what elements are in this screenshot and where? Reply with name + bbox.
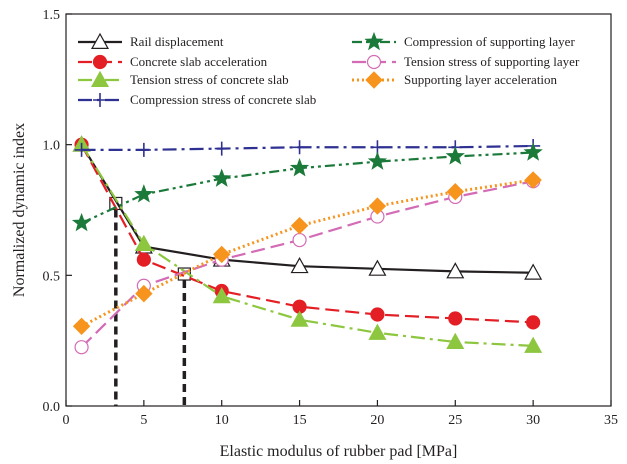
data-point bbox=[446, 262, 465, 279]
data-point bbox=[292, 140, 307, 155]
data-point bbox=[72, 317, 91, 336]
data-point bbox=[524, 336, 543, 353]
data-point bbox=[446, 182, 464, 201]
data-point bbox=[290, 216, 309, 235]
legend-label: Concrete slab acceleration bbox=[130, 54, 268, 69]
legend-marker bbox=[90, 70, 110, 88]
legend-label: Compression of supporting layer bbox=[404, 34, 575, 49]
legend-label: Compression stress of concrete slab bbox=[130, 92, 316, 107]
x-axis-label: Elastic modulus of rubber pad [MPa] bbox=[220, 443, 458, 460]
data-point bbox=[368, 323, 387, 340]
legend-item: Tension stress of concrete slab bbox=[78, 70, 289, 88]
data-point bbox=[134, 234, 153, 251]
data-point bbox=[523, 142, 543, 161]
data-point bbox=[290, 310, 309, 327]
legend-marker bbox=[93, 93, 107, 107]
data-point bbox=[212, 287, 231, 304]
data-point bbox=[74, 340, 89, 355]
x-tick-label: 20 bbox=[370, 413, 384, 428]
data-point bbox=[446, 332, 465, 349]
y-tick-label: 1.0 bbox=[43, 139, 61, 154]
legend: Rail displacement Concrete slab accelerat… bbox=[78, 31, 580, 107]
legend-item: Compression stress of concrete slab bbox=[78, 92, 316, 107]
legend-item: Compression of supporting layer bbox=[352, 31, 575, 51]
legend-item: Rail displacement bbox=[78, 32, 224, 50]
annotations bbox=[109, 196, 191, 406]
legend-marker bbox=[90, 32, 110, 50]
series-4 bbox=[74, 138, 541, 157]
y-tick-label: 0.0 bbox=[43, 400, 61, 415]
x-tick-label: 35 bbox=[604, 413, 618, 428]
legend-label: Tension stress of concrete slab bbox=[130, 72, 289, 87]
x-tick-label: 5 bbox=[140, 413, 147, 428]
plot-frame bbox=[65, 13, 612, 407]
data-point bbox=[368, 259, 387, 276]
data-point bbox=[370, 307, 385, 322]
x-tick-label: 30 bbox=[526, 413, 540, 428]
series-3 bbox=[72, 135, 543, 353]
data-point bbox=[445, 146, 465, 165]
legend-item: Tension stress of supporting layer bbox=[352, 54, 580, 70]
legend-marker bbox=[366, 54, 382, 70]
data-point bbox=[368, 197, 387, 215]
series-layer bbox=[71, 135, 543, 355]
data-point bbox=[524, 263, 543, 280]
data-point bbox=[71, 212, 92, 232]
legend-label: Tension stress of supporting layer bbox=[404, 54, 580, 69]
x-tick-label: 25 bbox=[448, 413, 462, 428]
legend-marker bbox=[365, 71, 383, 89]
data-point bbox=[524, 171, 542, 189]
legend-item: Concrete slab acceleration bbox=[78, 54, 268, 70]
x-axis: 0 5 10 15 20 25 30 35 bbox=[63, 400, 618, 428]
y-axis-label: Normalized dynamic index bbox=[11, 123, 28, 297]
data-point bbox=[367, 151, 388, 170]
legend-item: Supporting layer acceleration bbox=[352, 71, 558, 89]
data-point bbox=[214, 141, 229, 156]
plot-area bbox=[65, 13, 612, 407]
series-line bbox=[81, 151, 534, 225]
data-point bbox=[136, 142, 151, 157]
data-point bbox=[290, 256, 309, 274]
data-point bbox=[135, 284, 153, 303]
data-point bbox=[213, 245, 231, 264]
legend-label: Supporting layer acceleration bbox=[404, 72, 558, 87]
x-tick-label: 0 bbox=[63, 413, 70, 428]
y-tick-label: 1.5 bbox=[43, 8, 61, 23]
series-line bbox=[80, 180, 534, 348]
data-point bbox=[526, 315, 541, 330]
series-7 bbox=[72, 171, 542, 336]
legend-marker bbox=[92, 54, 108, 70]
series-5 bbox=[71, 142, 543, 232]
y-tick-label: 0.5 bbox=[43, 269, 61, 284]
data-point bbox=[292, 232, 307, 248]
y-axis: 0.0 0.5 1.0 1.5 bbox=[43, 8, 72, 415]
data-point bbox=[212, 168, 232, 187]
data-point bbox=[448, 311, 463, 326]
legend-label: Rail displacement bbox=[130, 34, 224, 49]
data-point bbox=[74, 142, 89, 157]
data-point bbox=[289, 158, 310, 177]
legend-marker bbox=[364, 31, 384, 51]
x-tick-label: 10 bbox=[215, 413, 229, 428]
data-point bbox=[134, 184, 154, 203]
x-tick-label: 15 bbox=[293, 413, 307, 428]
data-point bbox=[136, 252, 151, 267]
